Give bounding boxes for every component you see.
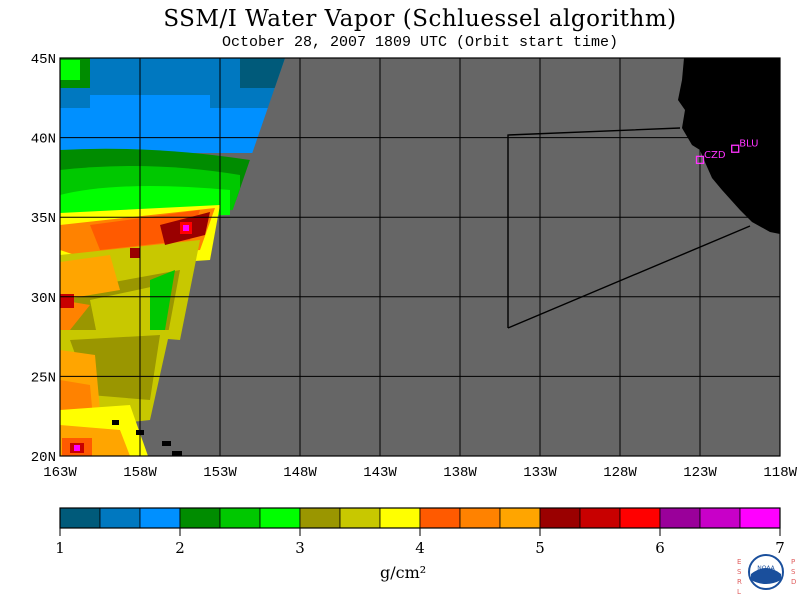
colorbar-swatch	[499, 507, 541, 529]
california-land	[678, 58, 780, 234]
longitude-label: 143W	[363, 465, 397, 481]
station-label: BLU	[739, 139, 758, 150]
colorbar-swatch	[339, 507, 381, 529]
colorbar-tick-label: 5	[535, 539, 545, 557]
longitude-label: 133W	[523, 465, 557, 481]
colorbar-swatch	[379, 507, 421, 529]
latitude-label: 20N	[31, 450, 56, 466]
colorbar-swatch	[579, 507, 621, 529]
colorbar-tick-label: 2	[175, 539, 185, 557]
longitude-label: 148W	[283, 465, 317, 481]
longitude-label: 128W	[603, 465, 637, 481]
island-maui	[162, 441, 171, 446]
map-title: SSM/I Water Vapor (Schluessel algorithm)	[163, 6, 677, 32]
station-marker-icon	[731, 144, 740, 153]
colorbar-swatch	[259, 507, 301, 529]
colorbar	[59, 507, 781, 529]
station-marker-icon	[695, 155, 705, 165]
swath-boundary-line-south	[507, 225, 751, 329]
longitude-label: 158W	[123, 465, 157, 481]
colorbar-swatch	[219, 507, 261, 529]
colorbar-tick-label: 1	[55, 539, 65, 557]
map-frame	[59, 57, 781, 457]
logo-letter: L	[737, 588, 741, 596]
colorbar-swatch	[59, 507, 101, 529]
logo-letter: S	[737, 568, 742, 576]
station-markers: CZD BLU	[695, 139, 758, 165]
svg-text:NOAA: NOAA	[757, 565, 775, 572]
longitude-label: 163W	[43, 465, 77, 481]
colorbar-swatch	[739, 507, 781, 529]
station-label: CZD	[704, 150, 726, 161]
logo-letter: R	[737, 578, 742, 586]
colorbar-tick-label: 4	[415, 539, 425, 557]
latitude-label: 35N	[31, 211, 56, 227]
map-subtitle: October 28, 2007 1809 UTC (Orbit start t…	[221, 34, 619, 51]
latitude-labels: 45N 40N 35N 30N 25N 20N	[31, 52, 56, 466]
longitude-label: 138W	[443, 465, 477, 481]
latitude-label: 45N	[31, 52, 56, 68]
colorbar-unit-label: g/cm²	[380, 563, 427, 582]
colorbar-ticks: 1 2 3 4 5 6 7	[55, 528, 785, 557]
logo-letter: P	[791, 558, 795, 566]
water-vapor-swath	[60, 58, 780, 456]
island-kauai	[112, 420, 119, 425]
latitude-label: 40N	[31, 132, 56, 148]
colorbar-swatch	[659, 507, 701, 529]
longitude-label: 153W	[203, 465, 237, 481]
colorbar-tick-label: 7	[775, 539, 785, 557]
colorbar-swatch	[299, 507, 341, 529]
colorbar-swatch	[179, 507, 221, 529]
colorbar-swatch	[699, 507, 741, 529]
logo-letter: D	[791, 578, 796, 586]
logo-letter: S	[791, 568, 796, 576]
latitude-label: 30N	[31, 291, 56, 307]
colorbar-swatch	[99, 507, 141, 529]
colorbar-tick-label: 3	[295, 539, 305, 557]
colorbar-swatch	[619, 507, 661, 529]
colorbar-swatch	[139, 507, 181, 529]
colorbar-swatch	[419, 507, 461, 529]
longitude-label: 118W	[763, 465, 797, 481]
longitude-label: 123W	[683, 465, 717, 481]
colorbar-swatch	[539, 507, 581, 529]
logo-letter: E	[737, 558, 741, 566]
swath-boundary-line	[507, 127, 681, 328]
colorbar-swatch	[459, 507, 501, 529]
island-hawaii	[172, 451, 182, 456]
latitude-label: 25N	[31, 370, 56, 386]
colorbar-tick-label: 6	[655, 539, 665, 557]
longitude-labels: 163W 158W 153W 148W 143W 138W 133W 128W 123W 118W	[43, 465, 797, 481]
